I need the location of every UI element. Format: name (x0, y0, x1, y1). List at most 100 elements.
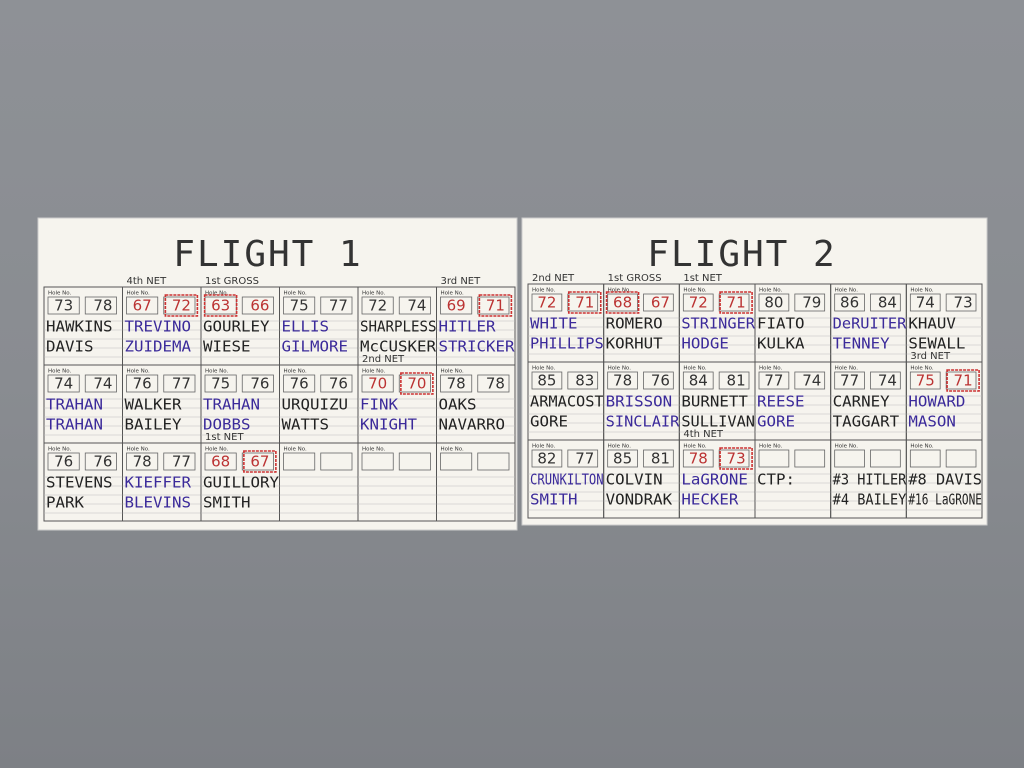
score-box (870, 449, 901, 468)
score: 82 (537, 450, 556, 468)
score-box (945, 293, 977, 312)
winner-box (605, 291, 640, 314)
score: 66 (250, 297, 269, 315)
score-box (477, 296, 510, 315)
score-box (909, 293, 941, 312)
score: 67 (250, 453, 269, 471)
hole-label: Hole No. (835, 366, 859, 372)
player-name: HAWKINS (46, 318, 113, 336)
score: 71 (575, 294, 594, 312)
hole-label: Hole No. (127, 291, 151, 297)
winner-box (203, 294, 238, 317)
score-box (567, 371, 599, 390)
player-name: STEVENS (46, 474, 113, 492)
hole-label: Hole No. (205, 369, 229, 375)
score: 74 (54, 375, 73, 393)
score-box (361, 452, 394, 471)
score: 77 (329, 297, 348, 315)
score: 78 (447, 375, 466, 393)
score: 73 (54, 297, 73, 315)
hole-label: Hole No. (48, 369, 72, 375)
hole-label: Hole No. (205, 447, 229, 453)
score-box (47, 296, 80, 315)
hole-label: Hole No. (759, 366, 783, 372)
score: 74 (407, 297, 426, 315)
hole-label: Hole No. (683, 288, 707, 294)
score-box (945, 449, 977, 468)
score-box (794, 449, 826, 468)
winner-box (719, 447, 753, 470)
score-box (834, 371, 865, 390)
score-box (241, 374, 274, 393)
score: 77 (764, 372, 783, 390)
score: 71 (486, 297, 505, 315)
score-box (163, 374, 196, 393)
player-name: KNIGHT (360, 416, 417, 434)
score-box (126, 452, 159, 471)
player-name: FINK (360, 396, 398, 414)
score-box (531, 449, 563, 468)
score-box (440, 374, 473, 393)
hole-label: Hole No. (683, 444, 707, 450)
score-box (718, 371, 750, 390)
player-name: #8 DAVIS (908, 471, 982, 489)
score-box (870, 371, 901, 390)
hole-label: Hole No. (127, 369, 151, 375)
score: 81 (727, 372, 746, 390)
score: 80 (764, 294, 783, 312)
player-name: GILMORE (282, 338, 349, 356)
score-box (204, 452, 237, 471)
player-name: ARMACOST (530, 393, 604, 411)
score-box (283, 374, 316, 393)
score: 78 (613, 372, 632, 390)
score: 72 (689, 294, 708, 312)
player-name: #4 BAILEY (833, 491, 907, 509)
player-name: URQUIZU (282, 396, 349, 414)
player-name: ZUIDEMA (125, 338, 192, 356)
score-box (718, 293, 750, 312)
annotation: 2nd NET (362, 354, 405, 365)
score-box (834, 449, 865, 468)
score-box (607, 371, 638, 390)
player-name: KULKA (757, 335, 805, 353)
player-name: GORE (530, 413, 568, 431)
score-box (47, 374, 80, 393)
annotation: 1st GROSS (205, 276, 259, 287)
score-box (47, 452, 80, 471)
score: 78 (486, 375, 505, 393)
board-title: FLIGHT 2 (647, 234, 836, 275)
score: 77 (575, 450, 594, 468)
score: 74 (878, 372, 897, 390)
score-box (567, 449, 599, 468)
score-box (283, 296, 316, 315)
score: 79 (802, 294, 821, 312)
winner-box (243, 450, 277, 473)
score-box (320, 296, 353, 315)
hole-label: Hole No. (608, 366, 632, 372)
score: 77 (172, 453, 191, 471)
score: 74 (916, 294, 935, 312)
player-name: SINCLAIR (606, 413, 681, 431)
score-box (126, 374, 159, 393)
player-name: SMITH (203, 494, 251, 512)
score-box (794, 371, 826, 390)
hole-label: Hole No. (205, 291, 229, 297)
hole-label: Hole No. (910, 288, 934, 294)
score: 68 (211, 453, 230, 471)
player-name: CRUNKILTON (530, 471, 604, 489)
score: 77 (840, 372, 859, 390)
score-box (682, 449, 714, 468)
hole-label: Hole No. (284, 291, 308, 297)
score: 73 (727, 450, 746, 468)
score: 73 (954, 294, 973, 312)
player-name: HOWARD (908, 393, 965, 411)
score: 70 (407, 375, 426, 393)
annotation: 1st NET (683, 273, 722, 284)
annotation: 1st NET (205, 432, 244, 443)
player-name: TREVINO (125, 318, 192, 336)
player-name: BRISSON (606, 393, 673, 411)
hole-label: Hole No. (284, 447, 308, 453)
player-name: DeRUITER (833, 315, 908, 333)
score: 77 (172, 375, 191, 393)
